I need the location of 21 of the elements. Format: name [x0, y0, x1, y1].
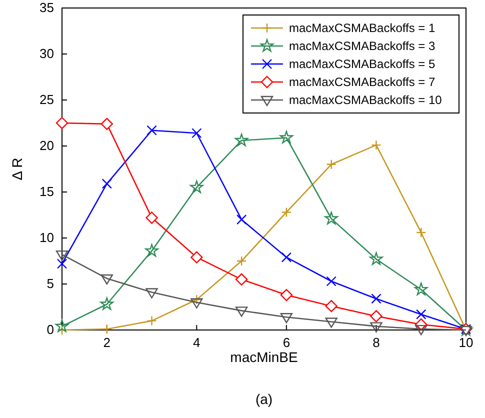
y-tick-label: 30 — [40, 46, 54, 62]
x-tick-label: 8 — [372, 335, 380, 350]
x-axis-title: macMinBE — [230, 349, 298, 365]
y-tick-label: 20 — [40, 138, 54, 154]
y-axis-title: Δ R — [9, 158, 25, 180]
legend-label: macMaxCSMABackoffs = 5 — [289, 57, 436, 71]
x-tick-label: 2 — [103, 335, 111, 350]
y-tick-label: 15 — [40, 184, 54, 200]
legend-label: macMaxCSMABackoffs = 7 — [289, 75, 436, 89]
legend-label: macMaxCSMABackoffs = 3 — [289, 39, 436, 53]
y-tick-label: 0 — [46, 322, 54, 338]
legend-label: macMaxCSMABackoffs = 1 — [289, 21, 436, 35]
legend-label: macMaxCSMABackoffs = 10 — [289, 93, 442, 107]
y-tick-label: 10 — [40, 230, 54, 246]
text: (a) — [255, 391, 273, 407]
y-tick-label: 25 — [40, 92, 54, 108]
y-tick-label: 5 — [46, 276, 54, 292]
y-tick-label: 35 — [40, 0, 54, 16]
x-tick-label: 6 — [282, 335, 290, 350]
x-tick-label: 4 — [193, 335, 200, 350]
x-tick-label: 10 — [458, 335, 474, 350]
